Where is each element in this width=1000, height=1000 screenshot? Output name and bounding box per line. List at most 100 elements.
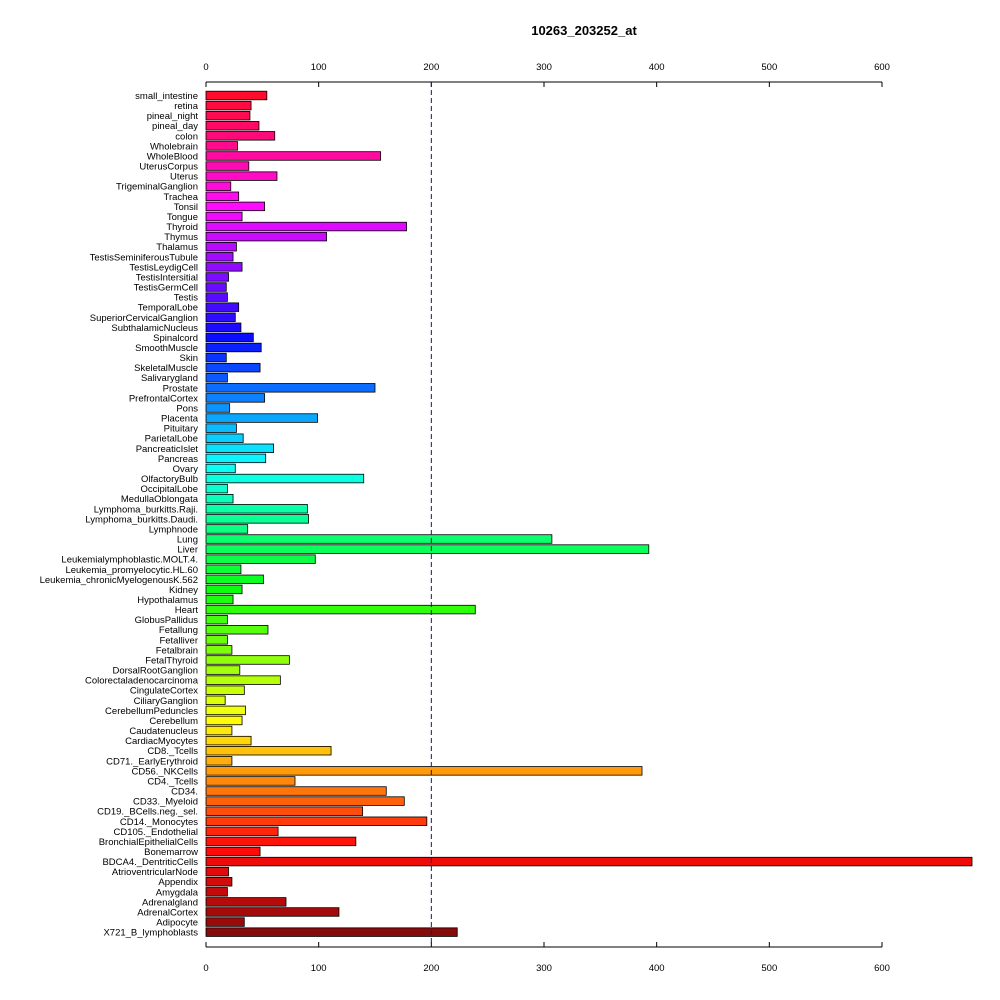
bar-pineal_night xyxy=(205,110,251,121)
bar-Tongue xyxy=(205,211,243,222)
category-label: Ovary xyxy=(173,464,199,475)
bar-Liver xyxy=(205,544,650,554)
category-label: Bonemarrow xyxy=(144,847,198,858)
category-label: CiliaryGanglion xyxy=(134,696,198,707)
category-label: BDCA4._DentriticCells xyxy=(102,857,198,868)
bar-SuperiorCervicalGanglion xyxy=(205,312,236,322)
bar-CiliaryGanglion xyxy=(205,695,226,706)
bar-pineal_day xyxy=(205,121,260,131)
bar-Amygdala xyxy=(205,887,228,897)
bar-Fetallung xyxy=(205,625,269,635)
bar-SmoothMuscle xyxy=(205,342,262,353)
category-label: Heart xyxy=(175,605,199,616)
category-label: MedullaOblongata xyxy=(121,494,199,505)
bar-small_intestine xyxy=(205,90,268,101)
category-label: Hypothalamus xyxy=(137,595,198,606)
category-label: Leukemia_promyelocytic.HL.60 xyxy=(65,565,198,576)
category-label: CD4._Tcells xyxy=(147,776,198,787)
bar-X721_B_lymphoblasts xyxy=(205,927,458,937)
bar-Thymus xyxy=(205,231,327,242)
bar-Lung xyxy=(205,534,553,544)
category-label: TestisGermCell xyxy=(134,283,198,294)
category-labels: small_intestineretinapineal_nightpineal_… xyxy=(40,91,199,939)
bar-colon xyxy=(205,131,276,141)
bar-TemporalLobe xyxy=(205,302,240,312)
category-label: Colorectaladenocarcinoma xyxy=(85,676,199,687)
category-label: OlfactoryBulb xyxy=(141,474,198,485)
bar-SubthalamicNucleus xyxy=(205,322,242,333)
bar-Adrenalgland xyxy=(205,897,287,907)
category-label: TemporalLobe xyxy=(138,303,198,314)
category-label: OccipitalLobe xyxy=(140,484,198,495)
category-label: Lymphoma_burkitts.Raji. xyxy=(94,504,198,515)
bar-OccipitalLobe xyxy=(205,483,228,494)
bar-GlobusPallidus xyxy=(205,614,228,625)
category-label: Thymus xyxy=(164,232,198,243)
category-label: small_intestine xyxy=(135,91,198,102)
bar-FetalThyroid xyxy=(205,655,290,665)
bar-Fetalbrain xyxy=(205,645,233,655)
bar-Spinalcord xyxy=(205,332,254,343)
bar-PrefrontalCortex xyxy=(205,393,265,403)
bar-ParietalLobe xyxy=(205,433,244,443)
bar-Tonsil xyxy=(205,201,265,212)
bar-Skin xyxy=(205,352,227,363)
category-label: TestisLeydigCell xyxy=(129,262,198,273)
category-label: Placenta xyxy=(161,414,199,425)
category-label: Caudatenucleus xyxy=(129,726,198,737)
top-x-tick-label: 100 xyxy=(311,62,327,73)
bar-Colorectaladenocarcinoma xyxy=(205,675,281,685)
category-label: Lymphnode xyxy=(149,524,198,535)
chart-title: 10263_203252_at xyxy=(531,23,637,38)
bottom-x-tick-label: 200 xyxy=(423,963,439,974)
bottom-x-tick-label: 100 xyxy=(311,963,327,974)
category-label: Prostate xyxy=(163,383,198,394)
top-x-axis: 0 100 200 300 400 500 600 xyxy=(203,62,890,87)
bar-Caudatenucleus xyxy=(205,725,233,736)
bar-TestisIntersitial xyxy=(205,272,229,282)
category-label: Pons xyxy=(176,403,198,414)
bar-TestisSeminiferousTubule xyxy=(205,252,234,262)
category-label: UterusCorpus xyxy=(139,162,198,173)
category-label: Tonsil xyxy=(174,202,198,213)
category-label: Testis xyxy=(174,293,199,304)
bar-CD56._NKCells xyxy=(205,766,643,776)
category-label: X721_B_lymphoblasts xyxy=(103,928,198,939)
category-label: TestisIntersitial xyxy=(136,272,198,283)
bar-Adipocyte xyxy=(205,917,245,927)
bar-Salivarygland xyxy=(205,373,228,383)
top-x-tick-label: 400 xyxy=(649,62,665,73)
bar-Cerebellum xyxy=(205,715,243,726)
bottom-x-tick-label: 600 xyxy=(874,963,890,974)
category-label: CD71._EarlyErythroid xyxy=(106,756,198,767)
bar-CD105._Endothelial xyxy=(205,826,279,837)
category-label: Amygdala xyxy=(156,887,199,898)
category-label: Thyroid xyxy=(166,222,198,233)
bar-Testis xyxy=(205,292,228,302)
bar-AdrenalCortex xyxy=(205,907,340,917)
bar-Pituitary xyxy=(205,423,237,433)
bars-group xyxy=(205,90,973,937)
category-label: CardiacMyocytes xyxy=(125,736,198,747)
bar-Kidney xyxy=(205,584,243,595)
category-label: Pancreas xyxy=(158,454,198,465)
category-label: GlobusPallidus xyxy=(135,615,199,626)
category-label: TrigeminalGanglion xyxy=(116,182,198,193)
category-label: WholeBlood xyxy=(147,151,198,162)
category-label: SuperiorCervicalGanglion xyxy=(90,313,198,324)
category-label: CD34. xyxy=(171,787,198,798)
category-label: Spinalcord xyxy=(153,333,198,344)
bar-DorsalRootGanglion xyxy=(205,665,241,675)
bar-Trachea xyxy=(205,191,240,202)
category-label: FetalThyroid xyxy=(145,655,198,666)
category-label: Thalamus xyxy=(156,242,198,253)
category-label: SmoothMuscle xyxy=(135,343,198,354)
category-label: Lymphoma_burkitts.Daudi. xyxy=(85,514,198,525)
bar-BDCA4._DentriticCells xyxy=(205,856,973,867)
bar-Lymphoma_burkitts.Raji. xyxy=(205,504,308,514)
category-label: Skin xyxy=(180,353,198,364)
bar-CerebellumPeduncles xyxy=(205,705,246,716)
category-label: AdrenalCortex xyxy=(137,907,198,918)
top-x-tick-label: 0 xyxy=(203,62,208,73)
category-label: SkeletalMuscle xyxy=(134,363,198,374)
